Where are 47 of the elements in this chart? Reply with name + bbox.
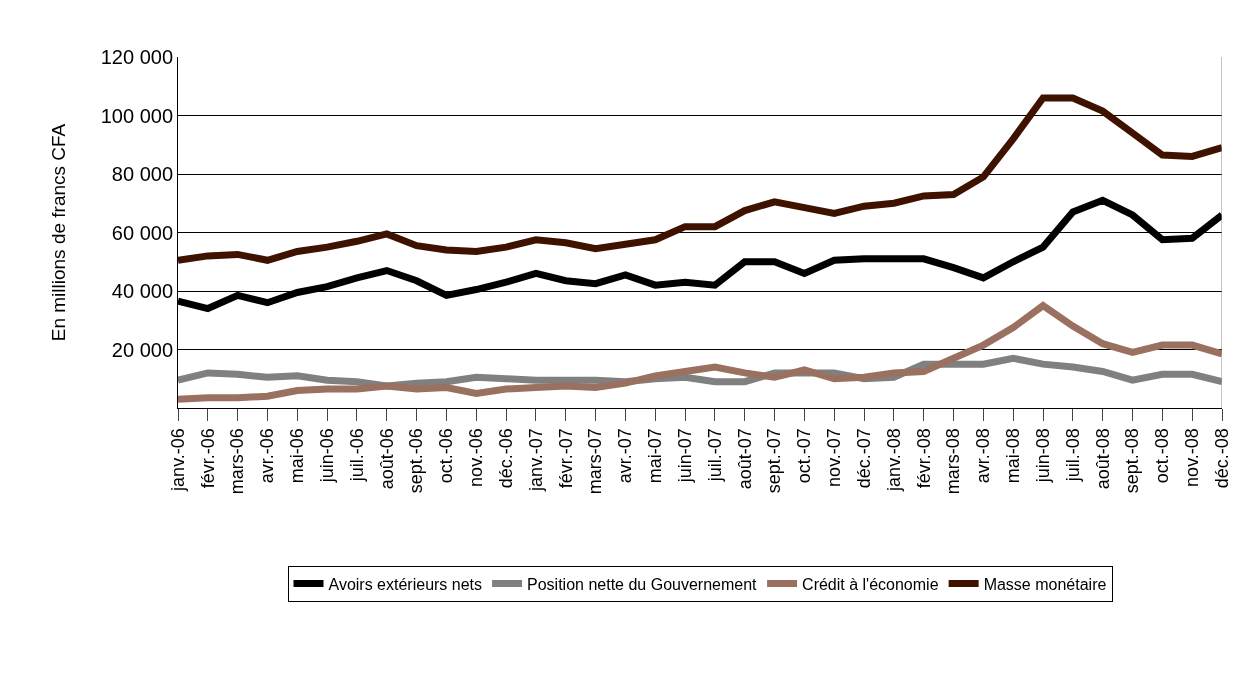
x-tick-label: avr.-08 — [973, 428, 994, 484]
y-tick-label: 120 000 — [100, 46, 173, 68]
x-tick-label: nov.-08 — [1182, 428, 1203, 487]
x-tick-label: mai-07 — [645, 428, 666, 484]
x-tick-label: janv.-06 — [167, 428, 188, 492]
legend-label: Position nette du Gouvernement — [527, 575, 758, 593]
legend-label: Avoirs extérieurs nets — [328, 575, 483, 593]
x-tick-label: juin-08 — [1032, 428, 1053, 484]
y-tick-label: 80 000 — [111, 163, 173, 185]
x-tick-label: oct.-07 — [794, 428, 815, 484]
y-tick-label: 40 000 — [111, 280, 173, 302]
y-tick-label: 20 000 — [111, 338, 173, 361]
x-tick-label: mars-07 — [585, 428, 606, 495]
x-tick-label: févr.-08 — [913, 428, 934, 489]
y-axis-title: En millions de francs CFA — [47, 123, 69, 342]
x-tick-label: mai-06 — [287, 428, 308, 484]
x-tick-label: oct.-06 — [436, 428, 457, 484]
y-tick-label: 100 000 — [100, 104, 173, 127]
x-tick-label: sept.-06 — [406, 428, 427, 494]
x-tick-label: déc.-07 — [853, 428, 874, 489]
legend-label: Masse monétaire — [983, 575, 1107, 593]
x-tick-label: mars-06 — [227, 428, 248, 495]
x-tick-label: déc.-08 — [1211, 428, 1232, 489]
legend-label: Crédit à l'économie — [802, 575, 939, 593]
x-tick-label: janv.-07 — [525, 428, 546, 492]
x-tick-label: déc.-06 — [495, 428, 516, 489]
x-tick-label: juil.-07 — [704, 428, 725, 483]
y-tick-label: 60 000 — [111, 221, 173, 244]
x-tick-label: avr.-06 — [257, 428, 278, 484]
x-tick-label: août-06 — [376, 428, 397, 490]
x-tick-label: juin-07 — [674, 428, 695, 484]
x-tick-label: juil.-08 — [1062, 428, 1083, 483]
x-tick-label: mai-08 — [1003, 428, 1024, 484]
x-tick-label: avr.-07 — [615, 428, 636, 484]
x-tick-label: nov.-06 — [466, 428, 487, 487]
x-tick-label: sept.-07 — [764, 428, 785, 494]
x-tick-label: sept.-08 — [1122, 428, 1143, 494]
x-tick-label: oct.-08 — [1152, 428, 1173, 484]
x-tick-label: mars-08 — [943, 428, 964, 495]
x-tick-label: juin-06 — [316, 428, 337, 484]
x-tick-label: janv.-08 — [883, 428, 904, 492]
x-tick-label: févr.-07 — [555, 428, 576, 489]
x-tick-label: févr.-06 — [197, 428, 218, 489]
x-tick-label: août-07 — [734, 428, 755, 490]
x-tick-label: juil.-06 — [346, 428, 367, 483]
x-tick-label: nov.-07 — [824, 428, 845, 487]
x-tick-label: août-08 — [1092, 428, 1113, 490]
